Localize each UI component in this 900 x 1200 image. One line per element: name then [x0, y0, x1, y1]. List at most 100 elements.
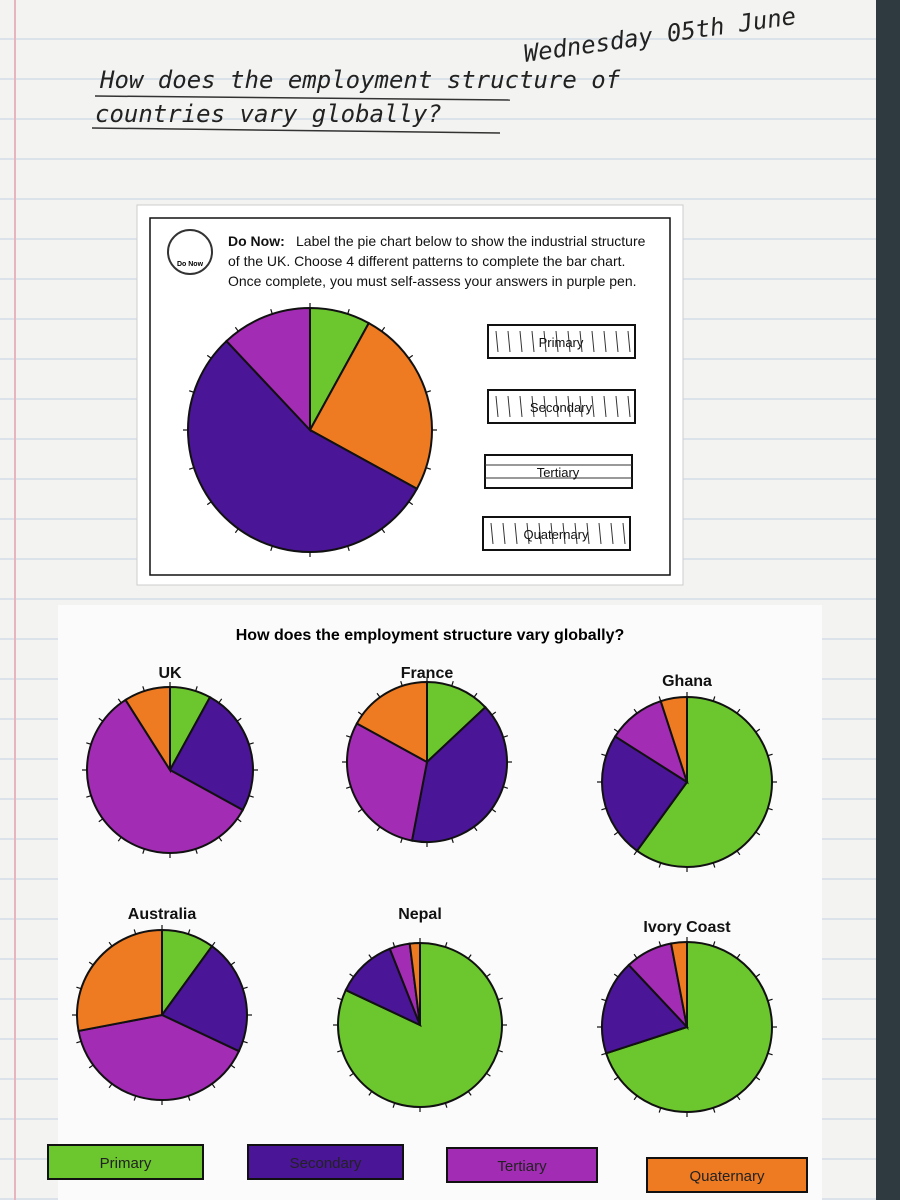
pie-notch [195, 686, 198, 692]
pie-notch [712, 862, 716, 868]
do-now-text: Label the pie chart below to show the in… [296, 233, 646, 249]
pie-notch [467, 1090, 472, 1096]
pattern-label: Tertiary [537, 465, 580, 480]
pie-title: Ghana [662, 673, 712, 690]
pie-title: Ivory Coast [643, 919, 731, 936]
legend-label: Secondary [290, 1155, 362, 1172]
pattern-label: Secondary [530, 400, 593, 415]
pie-notch [189, 467, 195, 470]
pie-notch [248, 795, 254, 798]
pie-notch [108, 1083, 113, 1089]
pie-notch [408, 354, 414, 359]
pattern-box [484, 454, 633, 489]
pie-notch [767, 998, 773, 1002]
pie-notch [658, 862, 662, 868]
pie-slice [604, 940, 773, 1113]
pie-notch [712, 941, 716, 947]
pie-notch [633, 708, 638, 714]
pie-notch [767, 807, 773, 811]
legend-swatch [646, 1157, 808, 1193]
pie-notch [347, 545, 350, 551]
pattern-stroke [502, 522, 506, 545]
title-line: How does the employment structure of [99, 66, 621, 94]
pie-notch [613, 728, 619, 733]
pie-notch [368, 954, 373, 960]
legend-swatch [247, 1144, 404, 1180]
pattern-stroke [598, 522, 602, 545]
pattern-stroke [591, 330, 595, 353]
pattern-stroke [574, 522, 578, 545]
pattern-stroke [567, 330, 571, 353]
pie-notch [473, 826, 478, 832]
pie-notch [230, 1064, 236, 1069]
pie-notch [218, 836, 223, 842]
pie-notch [76, 986, 82, 990]
pie-notch [270, 309, 273, 315]
pattern-stroke [550, 522, 554, 545]
pattern-stroke [562, 522, 566, 545]
pie-slice [77, 1013, 241, 1101]
underline [94, 95, 511, 101]
pie-notch [248, 742, 254, 745]
pie-notch [376, 692, 381, 698]
pie-slice [601, 735, 689, 853]
pie-notch [633, 1095, 638, 1101]
pattern-stroke [514, 522, 518, 545]
pie-notch [189, 390, 195, 393]
pie-notch [381, 326, 386, 332]
pie-notch [601, 1052, 607, 1056]
pie-notch [242, 1040, 248, 1044]
pie-notch [736, 850, 741, 856]
pattern-stroke [579, 330, 583, 353]
pie-notch [736, 708, 741, 714]
pie-notch [206, 354, 212, 359]
pie-notch [400, 680, 403, 687]
pie-notch [633, 953, 638, 959]
pie-notch [381, 528, 386, 534]
legend-label: Tertiary [497, 1158, 547, 1175]
legend-swatch [446, 1147, 598, 1183]
pie-notch [767, 753, 773, 757]
pattern-stroke [507, 330, 511, 353]
do-now-text: of the UK. Choose 4 different patterns t… [228, 253, 625, 269]
pie-notch [408, 501, 414, 506]
pie-slice [344, 947, 422, 1027]
pattern-label: Primary [539, 335, 584, 350]
do-now-label: Do Now: [228, 233, 285, 249]
pie-notch [633, 850, 638, 856]
pie-notch [712, 1107, 716, 1113]
pattern-stroke [615, 395, 619, 418]
pie-title: Nepal [398, 906, 442, 923]
pie-notch [337, 1049, 343, 1053]
pattern-box [487, 389, 636, 424]
pattern-stroke [543, 395, 547, 418]
pie-notch [108, 941, 113, 947]
pie-notch [357, 808, 363, 813]
pie-slice [426, 680, 487, 765]
pattern-stroke [627, 330, 631, 353]
pie-notch [117, 698, 122, 704]
pie-notch [497, 997, 503, 1001]
pie-notch [117, 836, 122, 842]
pattern-stroke [526, 522, 530, 545]
pie-notch [502, 735, 509, 738]
pie-notch [658, 941, 662, 947]
pie-notch [270, 545, 273, 551]
pie-notch [187, 1095, 191, 1101]
pie-notch [451, 837, 454, 844]
pie-notch [242, 986, 248, 990]
pie-notch [425, 390, 431, 393]
pie-notch [345, 786, 352, 789]
pie-notch [234, 326, 239, 332]
pattern-stroke [490, 522, 494, 545]
pattern-box [487, 324, 636, 359]
pie-slice [86, 698, 245, 854]
pattern-stroke [591, 395, 595, 418]
pie-notch [345, 735, 352, 738]
pie-slice [168, 695, 254, 812]
pie-title: UK [158, 665, 182, 682]
pie-notch [349, 973, 355, 978]
pie-notch [712, 696, 716, 702]
worksheet-title: How does the employment structure vary g… [236, 627, 625, 644]
